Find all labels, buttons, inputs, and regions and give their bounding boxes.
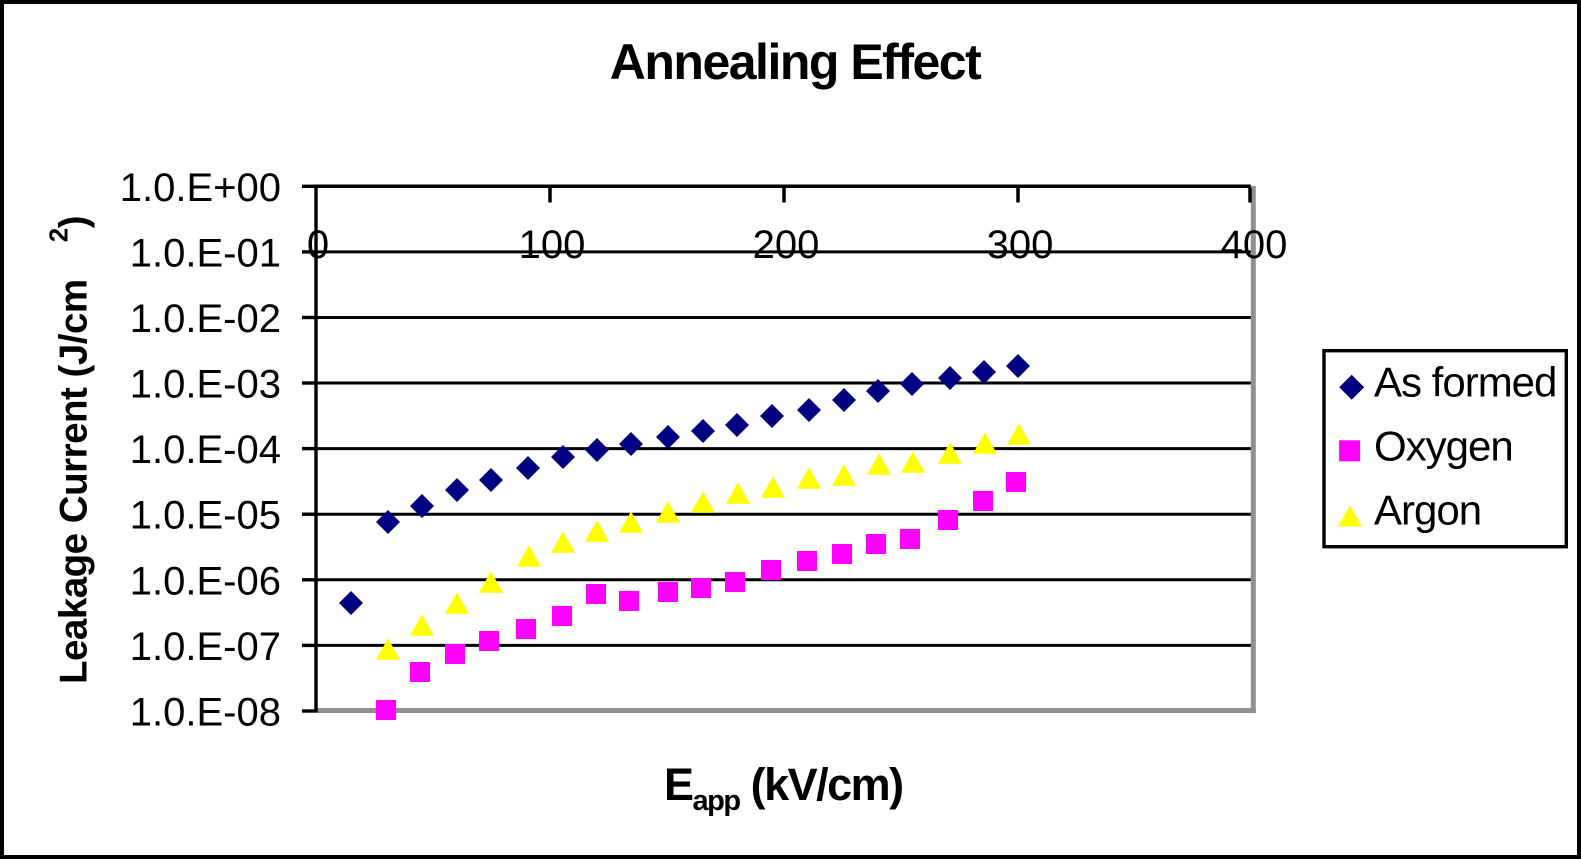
svg-text:300: 300 xyxy=(987,223,1054,267)
svg-text:1.0.E-02: 1.0.E-02 xyxy=(130,297,281,341)
svg-text:1.0.E-03: 1.0.E-03 xyxy=(130,363,281,407)
svg-text:400: 400 xyxy=(1221,223,1288,267)
svg-text:Oxygen: Oxygen xyxy=(1374,423,1513,470)
svg-text:As formed: As formed xyxy=(1374,359,1556,406)
svg-text:1.0.E-07: 1.0.E-07 xyxy=(130,625,281,669)
svg-text:1.0.E-08: 1.0.E-08 xyxy=(130,691,281,735)
svg-text:Annealing Effect: Annealing Effect xyxy=(610,34,982,90)
svg-text:0: 0 xyxy=(307,223,329,267)
svg-text:100: 100 xyxy=(519,223,586,267)
svg-text:1.0.E-05: 1.0.E-05 xyxy=(130,494,281,538)
svg-text:Leakage Current (J/cm 2): Leakage Current (J/cm 2) xyxy=(44,216,96,684)
svg-text:1.0.E-04: 1.0.E-04 xyxy=(130,428,281,472)
svg-text:1.0.E+00: 1.0.E+00 xyxy=(120,166,281,210)
svg-text:1.0.E-01: 1.0.E-01 xyxy=(130,231,281,275)
svg-text:200: 200 xyxy=(753,223,820,267)
svg-text:1.0.E-06: 1.0.E-06 xyxy=(130,559,281,603)
svg-text:Argon: Argon xyxy=(1374,487,1481,534)
